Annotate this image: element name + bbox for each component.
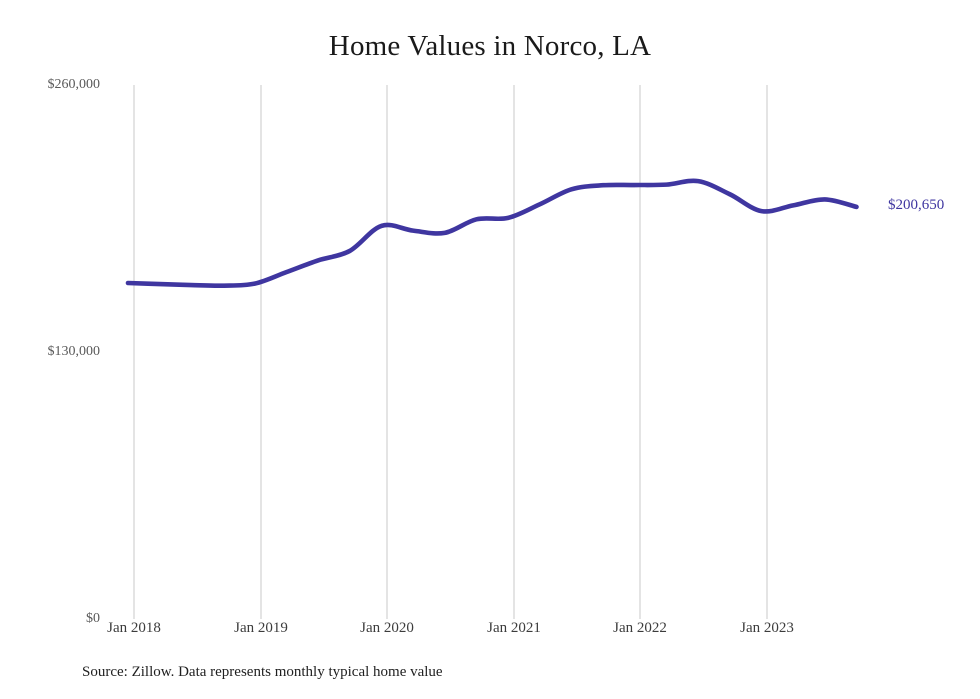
y-axis-label-130000: $130,000	[47, 344, 101, 359]
x-axis-label-jan-2021: Jan 2021	[487, 620, 541, 636]
gridlines	[133, 85, 768, 619]
x-axis-label-jan-2023: Jan 2023	[740, 620, 794, 636]
chart-footnote: Source: Zillow. Data represents monthly …	[82, 664, 443, 680]
x-axis-label-jan-2019: Jan 2019	[234, 620, 288, 636]
chart-title: Home Values in Norco, LA	[328, 30, 652, 62]
series-end-value-label: $200,650	[888, 196, 945, 213]
x-axis-label-jan-2018: Jan 2018	[107, 620, 161, 636]
y-axis-label-260000: $260,000	[47, 77, 101, 92]
x-axis-label-jan-2022: Jan 2022	[613, 620, 667, 636]
home-value-series-line	[125, 178, 859, 289]
y-axis-label-0: $0	[86, 611, 100, 626]
x-axis-label-jan-2020: Jan 2020	[360, 620, 414, 636]
